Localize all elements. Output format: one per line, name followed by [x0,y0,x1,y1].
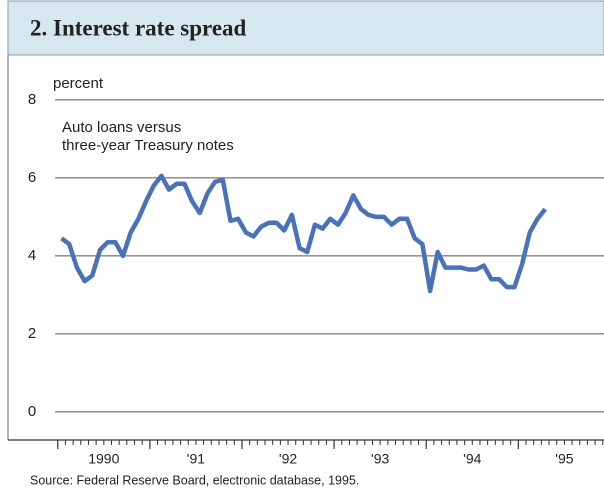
y-tick-label: 6 [28,169,36,186]
data-line [60,173,547,294]
annotation: Auto loans versus [62,119,181,136]
x-tick-label: '92 [279,451,297,467]
x-tick-label: '95 [555,451,573,467]
source: Source: Federal Reserve Board, electroni… [30,473,359,487]
x-tick-label: 1990 [88,451,119,467]
x-tick-label: '91 [187,451,205,467]
y-tick-label: 4 [28,247,36,264]
header-band [7,0,604,56]
x-tick-label: '94 [463,451,481,467]
annotation: three-year Treasury notes [62,137,234,154]
y-tick-label: 2 [28,325,36,342]
y-tick-label: 0 [28,403,36,420]
y-axis-label: percent [53,75,104,92]
chart-title: 2. Interest rate spread [30,15,247,40]
x-tick-label: '93 [371,451,389,467]
y-tick-label: 8 [28,91,36,108]
